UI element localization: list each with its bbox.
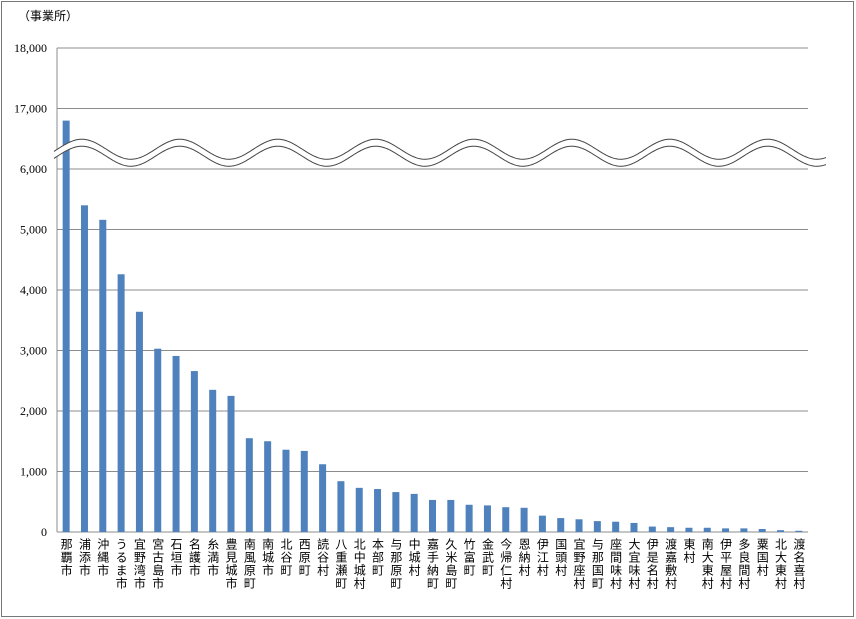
x-tick-label: 北大東村 <box>774 538 788 590</box>
x-tick-label: 渡嘉敷村 <box>664 537 678 590</box>
bar <box>135 311 143 532</box>
x-tick-label: 那覇市 <box>59 538 73 577</box>
x-tick-label: 南大東村 <box>700 537 714 590</box>
bar <box>62 120 70 532</box>
axis-break-line <box>53 138 827 160</box>
bar <box>520 507 528 532</box>
bar <box>117 274 125 532</box>
bar <box>593 521 601 532</box>
x-tick-label: 南城市 <box>261 537 275 577</box>
x-tick-label: 宮古島市 <box>151 537 165 590</box>
x-tick-label: 伊江村 <box>535 538 549 577</box>
x-tick-label: 糸満市 <box>206 538 220 577</box>
bar <box>703 527 711 532</box>
bar <box>99 219 107 532</box>
bar <box>465 504 473 532</box>
x-tick-label: 豊見城市 <box>224 538 238 590</box>
x-tick-label: 伊平屋村 <box>719 538 733 590</box>
bar <box>300 450 308 532</box>
y-tick-label: 3,000 <box>20 344 47 358</box>
x-tick-label: 久米島町 <box>444 538 458 590</box>
axis-break-line <box>53 145 827 167</box>
x-tick-label: 与那原町 <box>389 538 403 590</box>
bar <box>392 492 400 532</box>
x-tick-label: 宜野湾市 <box>132 537 146 590</box>
axis-break-fill <box>52 139 828 167</box>
x-tick-label: 北谷町 <box>279 538 293 577</box>
x-tick-label: 与那国町 <box>590 538 604 590</box>
bar <box>722 528 730 532</box>
x-tick-label: 嘉手納町 <box>426 538 440 590</box>
bar <box>190 371 198 532</box>
bar <box>483 505 491 532</box>
x-tick-label: 東村 <box>682 538 696 564</box>
bar <box>447 499 455 532</box>
bar <box>355 487 363 532</box>
bar <box>337 481 345 532</box>
x-tick-label: 北中城村 <box>352 538 366 590</box>
bar <box>172 355 180 532</box>
bar <box>410 493 418 532</box>
x-tick-label: 国頭村 <box>554 538 568 577</box>
x-tick-label: 読谷村 <box>316 537 330 577</box>
x-tick-label: 中城村 <box>407 537 421 577</box>
x-tick-label: 座間味村 <box>609 537 623 590</box>
x-tick-label: 浦添市 <box>77 538 91 577</box>
bar <box>648 526 656 532</box>
x-tick-label: 多良間村 <box>737 538 751 590</box>
x-tick-label: 金武町 <box>480 537 494 577</box>
bar <box>667 527 675 532</box>
y-tick-label: 4,000 <box>20 283 47 297</box>
y-tick-label: 2,000 <box>20 404 47 418</box>
y-tick-label: 1,000 <box>20 465 47 479</box>
y-tick-label: 6,000 <box>20 162 47 176</box>
bar <box>154 348 162 532</box>
bar <box>209 389 217 532</box>
x-tick-label: 今帰仁村 <box>499 537 513 590</box>
x-tick-label: 宜野座村 <box>572 537 586 590</box>
bar <box>282 449 290 532</box>
x-tick-label: 大宜味村 <box>627 538 641 590</box>
bar <box>612 521 620 532</box>
x-tick-label: 八重瀬町 <box>334 538 348 590</box>
bar <box>319 464 327 532</box>
bar <box>630 522 638 532</box>
bar <box>777 530 785 532</box>
bar <box>740 528 748 532</box>
bar <box>557 518 565 532</box>
bar <box>575 519 583 532</box>
bar <box>538 515 546 532</box>
bar <box>502 507 510 532</box>
x-tick-label: うるま市 <box>114 538 128 590</box>
x-tick-label: 南風原町 <box>242 537 256 590</box>
bar <box>227 395 235 532</box>
x-tick-label: 西原町 <box>297 538 311 577</box>
bar <box>80 205 88 533</box>
bar <box>685 527 693 532</box>
x-tick-label: 粟国村 <box>755 538 769 577</box>
y-axis-label: （事業所） <box>18 9 78 23</box>
y-tick-label: 5,000 <box>20 223 47 237</box>
bar <box>758 528 766 532</box>
x-tick-label: 恩納村 <box>517 538 531 577</box>
y-tick-label: 17,000 <box>14 102 47 116</box>
bar <box>795 530 803 532</box>
x-tick-label: 沖縄市 <box>96 538 110 577</box>
x-tick-label: 伊是名村 <box>645 538 659 590</box>
y-tick-label: 18,000 <box>14 41 47 55</box>
bar <box>429 499 436 532</box>
x-tick-label: 石垣市 <box>169 538 183 577</box>
x-tick-label: 本部町 <box>371 538 385 577</box>
y-tick-label: 0 <box>41 525 47 539</box>
x-tick-label: 渡名喜村 <box>792 537 806 590</box>
bar <box>245 438 253 532</box>
bar <box>374 489 382 532</box>
bar <box>264 441 272 532</box>
x-tick-label: 名護市 <box>187 537 201 577</box>
x-tick-label: 竹富町 <box>462 538 476 577</box>
